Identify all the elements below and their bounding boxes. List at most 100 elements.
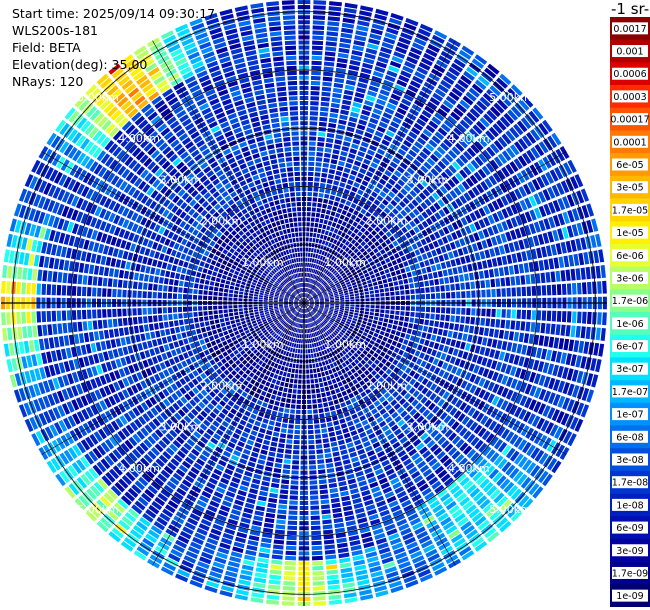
ray-gate [368,270,374,276]
ray-gate [551,409,560,422]
ray-gate [347,121,357,128]
ray-gate [390,271,396,277]
ray-gate [320,261,324,266]
ray-gate [343,432,351,439]
ray-gate [339,485,348,492]
ray-gate [447,115,458,125]
ray-gate [301,308,303,313]
ray-gate [468,363,476,372]
ray-gate [460,282,465,290]
ray-gate [84,470,95,483]
ray-gate [362,250,368,256]
ray-gate [341,27,354,34]
ray-gate [312,35,324,41]
ray-gate [353,97,364,104]
ray-gate [117,498,129,510]
ray-gate [396,386,404,393]
ray-gate [396,432,405,440]
ray-gate [282,392,287,398]
ray-gate [437,469,448,479]
ray-gate [89,485,101,497]
ray-gate [590,266,596,279]
ray-gate [469,212,477,222]
ray-gate [123,537,137,548]
ray-gate [314,306,319,308]
ray-gate [374,468,384,476]
ray-gate [355,569,368,576]
ray-gate [382,322,388,327]
ray-gate [276,453,284,459]
ray-gate [181,479,192,488]
ray-gate [320,423,327,429]
ray-gate [284,340,288,345]
ray-gate [354,365,360,371]
ray-gate [602,280,607,294]
ray-gate [510,84,523,97]
ray-gate [536,347,543,359]
ray-gate [330,190,337,196]
ray-gate [362,332,368,337]
ray-gate [513,331,520,342]
ray-gate [379,420,387,428]
ray-gate [492,423,502,434]
ray-gate [329,283,334,287]
ray-gate [360,594,374,601]
ray-gate [411,399,419,407]
ray-gate [591,218,599,232]
ray-gate [310,91,320,96]
ray-gate [501,461,512,473]
ray-gate [304,298,306,303]
ray-gate [299,308,302,313]
ray-gate [312,274,316,279]
ray-gate [344,310,349,314]
ray-gate [446,307,451,314]
ray-gate [294,353,297,358]
ray-gate [309,116,318,121]
ray-gate [393,367,400,374]
ray-gate [342,274,347,279]
ray-gate [416,241,423,248]
ray-gate [409,220,416,228]
ray-gate [406,272,412,278]
ray-gate [324,360,329,365]
ray-gate [354,507,365,514]
ray-gate [470,281,476,289]
ray-gate [319,323,323,328]
ray-gate [85,406,94,418]
ray-gate [317,311,322,315]
ray-gate [306,313,309,318]
ray-gate [402,532,414,541]
ray-gate [287,393,292,399]
ray-gate [304,309,306,313]
ray-gate [425,124,436,134]
ray-gate [284,316,289,321]
ray-gate [384,491,395,499]
ray-gate [216,404,223,411]
ray-gate [591,374,599,388]
ray-gate [373,187,381,194]
ray-gate [312,565,324,571]
ray-gate [322,524,333,530]
ray-gate [385,215,392,222]
ray-gate [262,418,269,424]
ray-gate [333,399,339,405]
ray-gate [419,23,433,33]
ray-gate [131,373,139,383]
ray-gate [371,191,378,198]
ray-gate [335,305,340,308]
ray-gate [230,509,241,516]
ray-gate [392,88,403,97]
ray-gate [314,307,318,310]
ray-gate [570,354,577,367]
ray-gate [312,263,316,269]
ray-gate [326,417,332,423]
ray-gate [304,299,308,303]
ray-gate [318,265,322,271]
ray-gate [336,335,341,340]
ray-gate [327,280,332,284]
ray-gate [481,430,491,441]
ray-gate [300,303,304,307]
ray-gate [310,284,313,289]
ray-gate [403,139,412,148]
ray-gate [283,350,287,356]
